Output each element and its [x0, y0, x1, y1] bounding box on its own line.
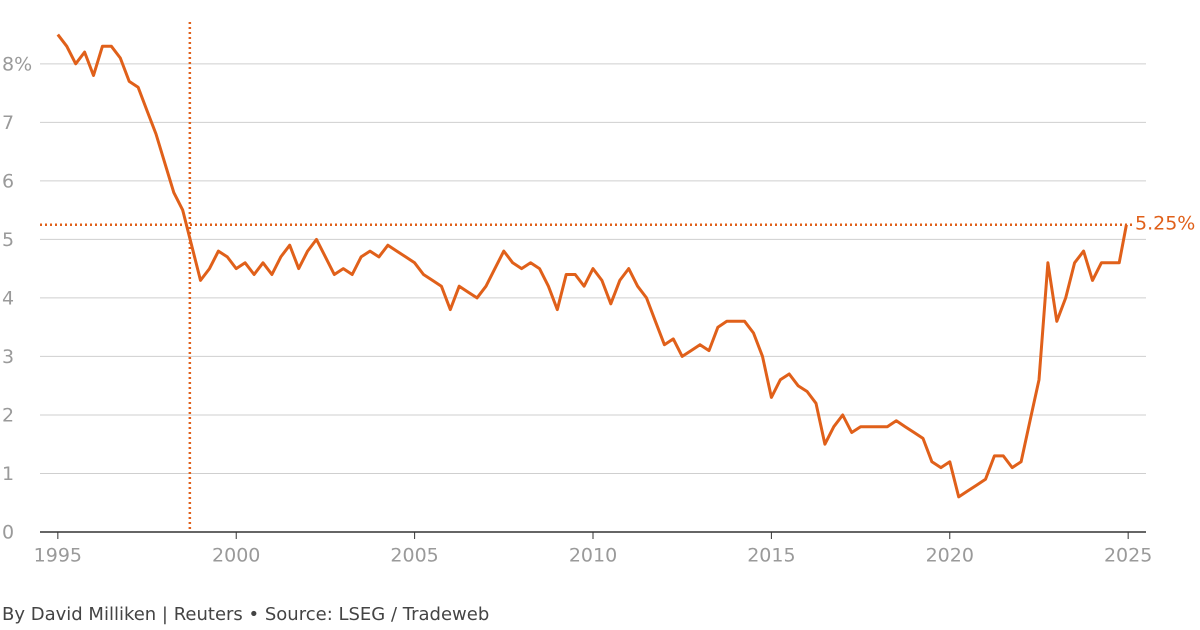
x-tick-label: 2010 — [569, 545, 617, 567]
y-tick-label: 3 — [2, 346, 14, 368]
x-tick-label: 2005 — [390, 545, 438, 567]
x-tick-label: 2000 — [212, 545, 260, 567]
x-tick-label: 2025 — [1104, 545, 1152, 567]
y-tick-label: 4 — [2, 287, 14, 309]
y-tick-label: 7 — [2, 112, 14, 134]
footer: By David Milliken | Reuters • Source: LS… — [2, 604, 490, 625]
y-tick-label: 1 — [2, 463, 14, 485]
y-tick-label: 0 — [2, 522, 14, 544]
y-tick-label: 8% — [2, 53, 32, 75]
y-tick-label: 5 — [2, 229, 14, 251]
chart: 0 1 2 3 4 5 6 7 8% 1995 2000 2005 2010 2015 2020 2025 5.… — [2, 22, 1195, 567]
x-tick-label: 2015 — [747, 545, 795, 567]
y-tick-label: 6 — [2, 170, 14, 192]
line — [56, 33, 1128, 499]
x-tick-label: 2020 — [926, 545, 974, 567]
x-tick-label: 1995 — [34, 545, 82, 567]
reference-label: 5.25% — [1135, 212, 1195, 234]
y-tick-label: 2 — [2, 404, 14, 426]
